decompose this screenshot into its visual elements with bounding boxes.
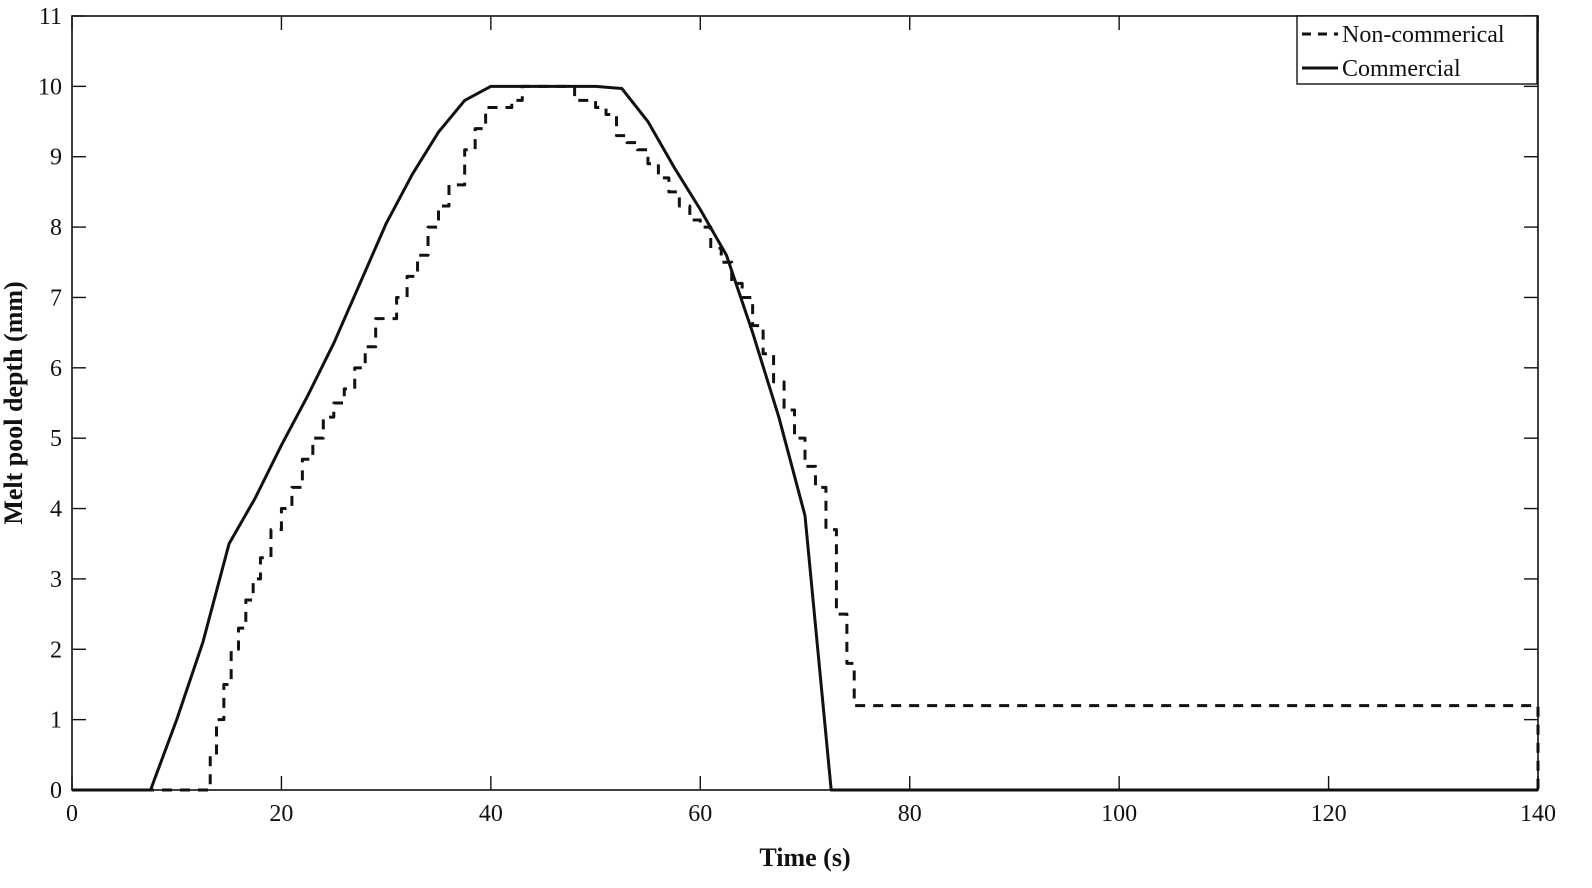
x-tick-label: 120: [1311, 801, 1347, 827]
y-tick-label: 9: [50, 145, 62, 171]
y-tick-label: 6: [50, 356, 62, 382]
y-tick-labels: 0 1 2 3 4 5 6 7 8 9 10 11: [38, 4, 62, 804]
tick-marks: [71, 15, 1539, 791]
y-tick-label: 3: [50, 567, 62, 593]
y-tick-label: 1: [50, 708, 62, 734]
y-tick-label: 8: [50, 215, 62, 241]
series-layer: [72, 84, 1540, 792]
plot-frame: [71, 15, 1539, 791]
y-tick-label: 7: [50, 285, 62, 311]
y-axis-title: Melt pool depth (mm): [0, 281, 28, 524]
y-tick-label: 0: [50, 778, 62, 804]
x-tick-label: 60: [688, 801, 712, 827]
series-line-non-commerical: [72, 84, 1540, 792]
x-tick-label: 40: [479, 801, 503, 827]
legend-box: [1296, 15, 1538, 85]
x-tick-label: 100: [1101, 801, 1137, 827]
y-tick-label: 11: [39, 4, 62, 30]
legend-label-non-commerical: Non-commerical: [1342, 22, 1505, 48]
x-tick-label: 20: [269, 801, 293, 827]
x-axis-title: Time (s): [759, 843, 850, 872]
legend: Non-commerical Commercial: [1296, 15, 1538, 85]
x-tick-label: 80: [898, 801, 922, 827]
y-tick-label: 10: [38, 74, 62, 100]
y-tick-label: 2: [50, 637, 62, 663]
x-tick-label: 140: [1520, 801, 1556, 827]
y-tick-label: 4: [50, 497, 62, 523]
y-tick-label: 5: [50, 426, 62, 452]
x-tick-label: 0: [66, 801, 78, 827]
series-line-commercial: [72, 84, 1538, 792]
x-tick-labels: 0 20 40 60 80 100 120 140: [66, 801, 1556, 827]
legend-label-commercial: Commercial: [1342, 56, 1461, 82]
